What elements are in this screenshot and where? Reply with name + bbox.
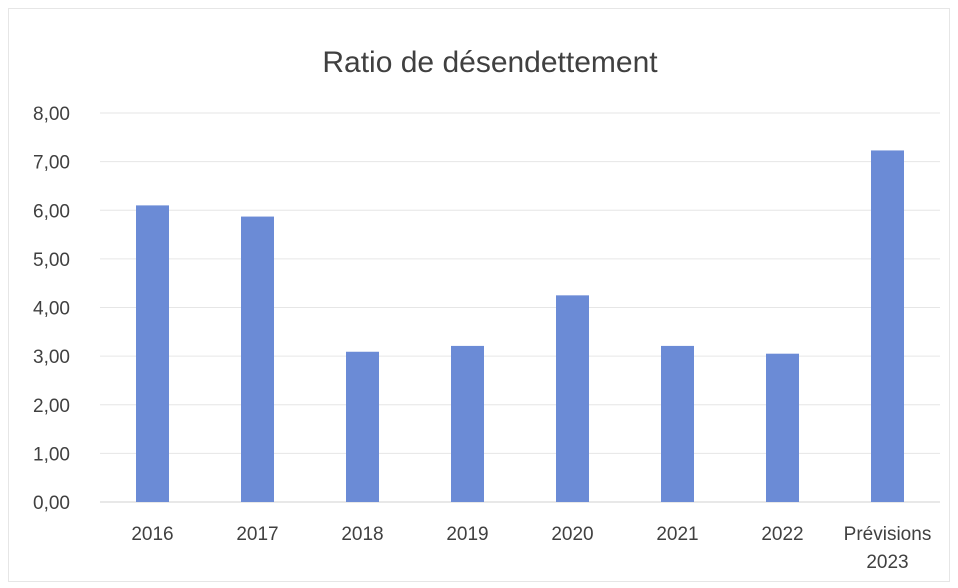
y-tick-label: 5,00 [33, 250, 70, 271]
y-tick-label: 3,00 [33, 347, 70, 368]
bar [346, 351, 379, 502]
y-tick-label: 7,00 [33, 153, 70, 174]
x-tick-label: 2017 [236, 524, 278, 545]
bar [241, 216, 274, 503]
bar [136, 205, 169, 502]
y-axis: 0,00 1,00 2,00 3,00 4,00 5,00 6,00 7,00 8,00 [33, 104, 70, 514]
bar [766, 353, 799, 502]
y-tick-label: 6,00 [33, 201, 70, 222]
x-tick-label: 2022 [761, 524, 803, 545]
bars [136, 150, 904, 503]
x-tick-label: 2019 [446, 524, 488, 545]
y-tick-label: 1,00 [33, 444, 70, 465]
x-axis: 2016 2017 2018 2019 2020 2021 2022 Prévisions 20… [131, 524, 931, 573]
x-tick-label: 2016 [131, 524, 173, 545]
bar [871, 150, 904, 502]
x-tick-label: 2020 [551, 524, 593, 545]
x-tick-label: 2018 [341, 524, 383, 545]
bar [556, 295, 589, 502]
x-tick-label: 2021 [656, 524, 698, 545]
gridlines [100, 112, 940, 503]
bar [451, 345, 484, 502]
y-tick-label: 8,00 [33, 104, 70, 125]
y-tick-label: 2,00 [33, 396, 70, 417]
y-tick-label: 0,00 [33, 493, 70, 514]
y-tick-label: 4,00 [33, 299, 70, 320]
chart-title: Ratio de désendettement [322, 46, 658, 79]
x-tick-label: Prévisions 2023 [844, 524, 932, 573]
bar [661, 345, 694, 502]
